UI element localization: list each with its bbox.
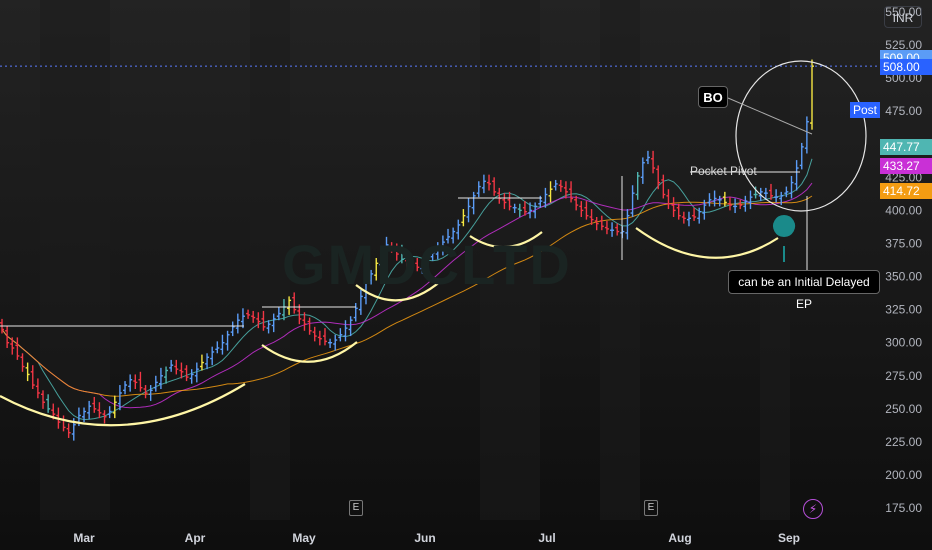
currency-selector[interactable]: INR: [884, 6, 922, 28]
breakout-circle: [735, 60, 867, 212]
y-tick-label: 400.00: [885, 203, 922, 217]
session-band: [480, 0, 540, 520]
y-tick-label: 275.00: [885, 369, 922, 383]
y-tick-label: 225.00: [885, 435, 922, 449]
price-tag: 508.00: [880, 59, 932, 76]
candles: [0, 59, 814, 441]
x-tick-label: Apr: [185, 531, 206, 545]
post-market-badge: Post: [850, 102, 880, 118]
x-tick-label: Aug: [668, 531, 691, 545]
delayed-ep-note[interactable]: can be an Initial Delayed EP: [728, 270, 880, 311]
price-tag: 414.72: [880, 182, 932, 199]
price-tag: 447.77: [880, 139, 932, 156]
y-tick-label: 475.00: [885, 104, 922, 118]
cup-base-arc: [0, 383, 246, 427]
y-tick-label: 375.00: [885, 236, 922, 250]
y-tick-label: 300.00: [885, 336, 922, 350]
session-band: [40, 0, 110, 520]
y-tick-label: 200.00: [885, 468, 922, 482]
y-tick-label: 175.00: [885, 501, 922, 515]
y-tick-label: 550.00: [885, 5, 922, 19]
lightning-icon[interactable]: ⚡: [803, 499, 823, 519]
y-tick-label: 525.00: [885, 38, 922, 52]
y-tick-label: 350.00: [885, 270, 922, 284]
earnings-marker-jul[interactable]: E: [644, 500, 658, 516]
breakout-label[interactable]: BO: [698, 86, 728, 108]
location-pin-icon: [773, 215, 796, 262]
cup-base-arc: [355, 279, 443, 302]
session-band: [760, 0, 790, 520]
x-tick-label: Jun: [414, 531, 435, 545]
drawings: [0, 60, 878, 427]
session-band: [600, 0, 640, 520]
y-tick-label: 325.00: [885, 303, 922, 317]
symbol-watermark: GMDCLTD: [282, 233, 572, 296]
cup-base-arc: [469, 231, 543, 249]
price-tag: 433.27: [880, 158, 932, 175]
pocket-pivot-label: Pocket Pivot: [690, 164, 757, 178]
x-tick-label: Mar: [73, 531, 95, 545]
bo-callout-line: [727, 97, 813, 135]
time-axis[interactable]: Mar Apr May Jun Jul Aug Sep: [73, 531, 800, 545]
session-band: [250, 0, 290, 520]
y-tick-label: 250.00: [885, 402, 922, 416]
x-tick-label: May: [292, 531, 316, 545]
x-tick-label: Jul: [538, 531, 555, 545]
cup-base-arc: [635, 227, 779, 259]
cup-base-arc: [261, 341, 358, 363]
earnings-marker-may[interactable]: E: [349, 500, 363, 516]
moving-average-line: [1, 195, 813, 397]
x-tick-label: Sep: [778, 531, 800, 545]
